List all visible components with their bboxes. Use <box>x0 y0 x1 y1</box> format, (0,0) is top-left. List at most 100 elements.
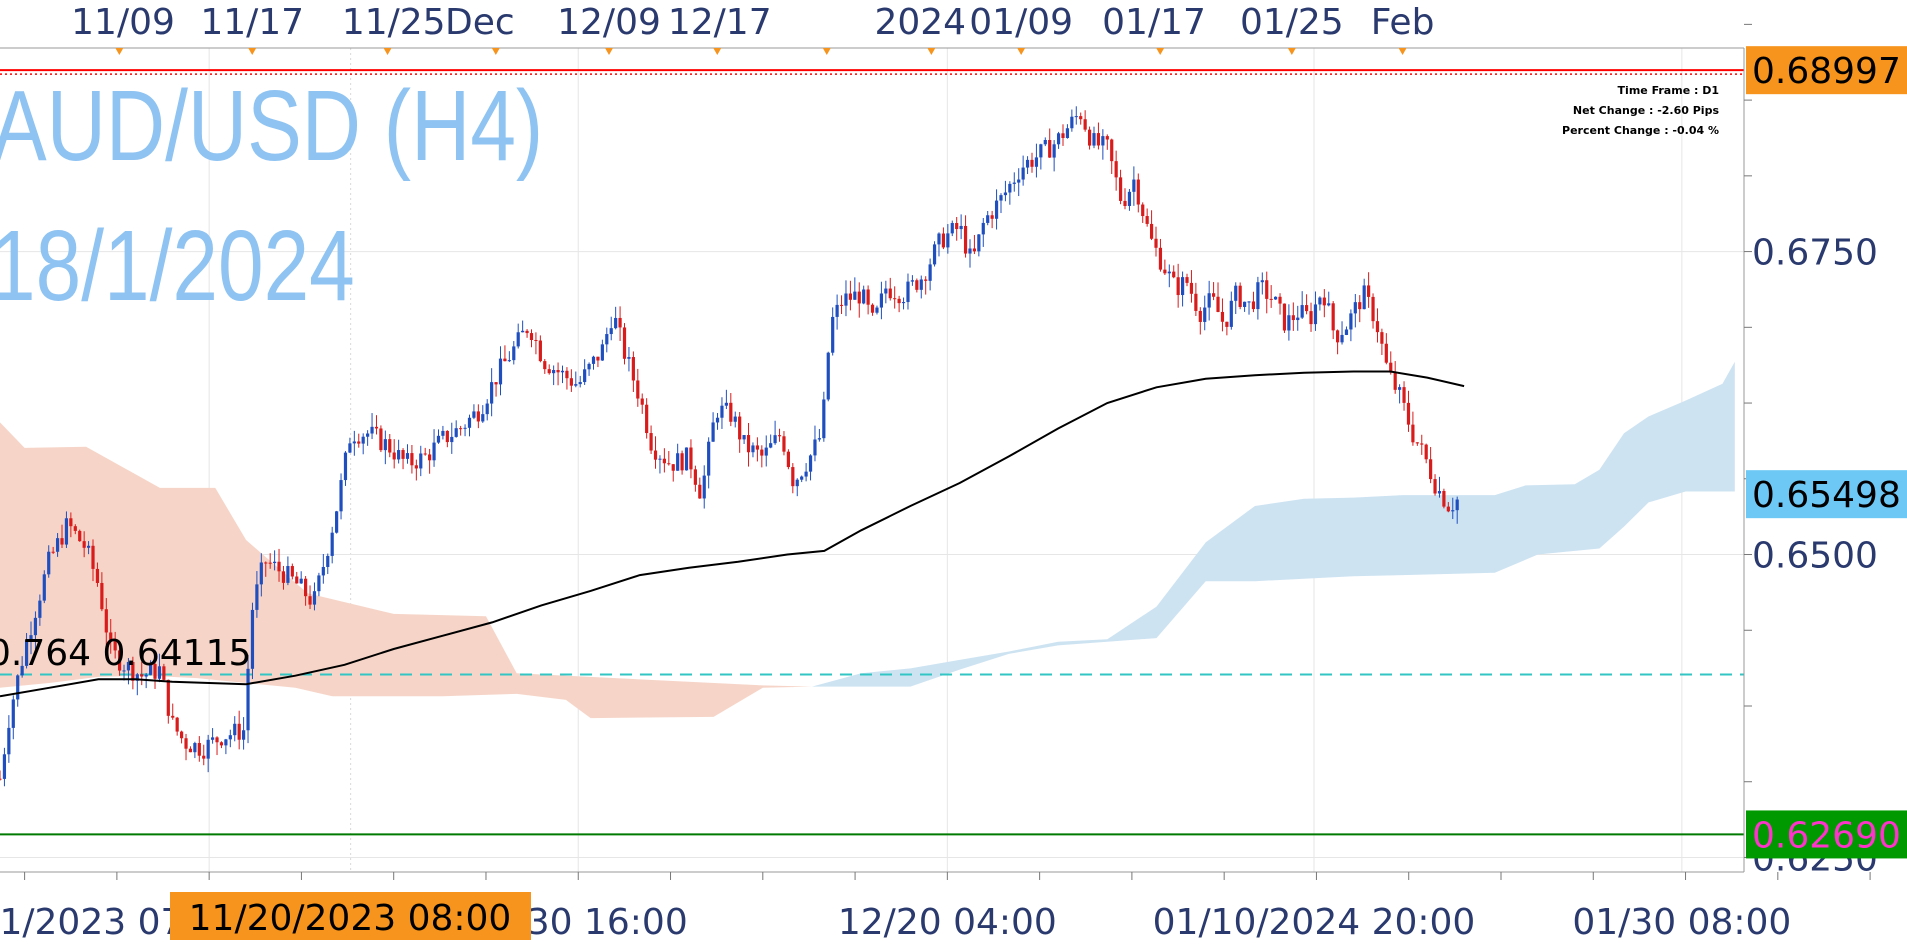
top-axis-marker-6 <box>822 48 831 55</box>
candle-body-109 <box>481 414 485 422</box>
candle-body-230 <box>1017 179 1021 183</box>
candle-body-28 <box>122 670 126 672</box>
top-axis-label-4: 12/09 <box>557 2 661 43</box>
candle-body-55 <box>242 730 246 740</box>
candle-body-248 <box>1096 133 1101 146</box>
candle-body-238 <box>1052 144 1056 158</box>
candle-body-305 <box>1349 313 1353 330</box>
candle-body-223 <box>986 215 990 223</box>
candle-body-81 <box>357 441 361 444</box>
candle-body-290 <box>1282 303 1287 331</box>
candle-body-299 <box>1322 297 1326 306</box>
candle-body-104 <box>459 428 463 430</box>
candle-body-176 <box>777 435 782 437</box>
candle-body-289 <box>1278 296 1282 304</box>
candle-body-204 <box>901 302 906 304</box>
candle-body-154 <box>680 453 684 471</box>
candle-body-62 <box>273 561 277 564</box>
candle-body-222 <box>981 222 985 235</box>
candle-body-296 <box>1309 311 1313 325</box>
candle-body-58 <box>255 584 259 610</box>
candle-body-275 <box>1216 296 1220 312</box>
candle-body-122 <box>538 340 542 362</box>
candle-body-302 <box>1336 330 1340 343</box>
candle-body-113 <box>498 358 503 385</box>
candle-body-56 <box>246 668 250 731</box>
candle-body-54 <box>237 723 241 740</box>
candle-body-105 <box>463 427 467 429</box>
candle-body-269 <box>1189 282 1194 294</box>
crosshair-time-tag[interactable]: 11/20/2023 08:00 <box>170 892 531 940</box>
bearish-cloud-area <box>0 422 812 719</box>
symbol-title: AUD/USD (H4) <box>0 70 543 182</box>
candle-body-207 <box>915 280 919 290</box>
candle-body-244 <box>1079 116 1083 120</box>
candle-body-103 <box>454 428 458 437</box>
candle-body-229 <box>1012 182 1016 184</box>
horizontal-levels <box>0 69 1744 836</box>
candle-body-236 <box>1043 139 1047 145</box>
candle-body-101 <box>445 430 449 443</box>
candle-body-82 <box>361 436 365 444</box>
candle-body-182 <box>804 471 808 477</box>
candle-body-307 <box>1358 302 1362 310</box>
candle-body-91 <box>401 450 405 459</box>
candle-body-186 <box>822 399 826 439</box>
candle-body-21 <box>91 545 95 569</box>
candle-body-271 <box>1198 310 1202 322</box>
candle-body-32 <box>140 674 144 677</box>
candle-body-147 <box>649 433 653 451</box>
top-axis-marker-5 <box>713 48 722 55</box>
candle-body-263 <box>1163 269 1167 274</box>
candle-body-61 <box>268 562 272 564</box>
candle-body-160 <box>707 441 711 476</box>
candle-body-295 <box>1305 305 1309 312</box>
candle-body-252 <box>1114 161 1118 178</box>
candle-body-26 <box>113 641 117 651</box>
candle-body-5 <box>20 665 24 676</box>
candle-body-53 <box>233 723 237 736</box>
candle-body-85 <box>374 426 379 429</box>
candle-body-63 <box>277 561 281 572</box>
candle-body-170 <box>751 445 755 453</box>
price-tag-label-2: 0.62690 <box>1752 815 1901 856</box>
candle-body-158 <box>698 484 702 499</box>
candle-body-67 <box>295 576 299 584</box>
moving-average-line <box>0 370 1465 698</box>
candle-body-131 <box>578 382 582 385</box>
candle-body-72 <box>317 575 321 592</box>
candle-body-78 <box>343 452 348 481</box>
candle-body-253 <box>1118 177 1123 201</box>
candle-body-185 <box>817 438 821 440</box>
candle-body-164 <box>724 402 728 406</box>
candle-body-270 <box>1194 293 1198 311</box>
candle-body-329 <box>1455 499 1459 511</box>
candle-body-38 <box>166 679 170 716</box>
candle-body-149 <box>658 458 662 460</box>
candle-body-4 <box>16 675 20 700</box>
candle-body-175 <box>773 435 777 444</box>
candle-body-281 <box>1242 301 1247 307</box>
candle-body-268 <box>1185 277 1189 283</box>
candle-body-188 <box>831 316 835 353</box>
candle-body-9 <box>38 600 42 618</box>
candle-body-257 <box>1136 179 1140 205</box>
candle-body-64 <box>281 571 286 583</box>
candle-body-35 <box>153 664 157 679</box>
candle-body-150 <box>662 458 666 464</box>
candle-body-239 <box>1056 133 1061 145</box>
info-timeframe: Time Frame : D1 <box>1618 84 1719 97</box>
candle-body-162 <box>715 417 720 423</box>
candle-body-196 <box>866 289 870 305</box>
candle-body-108 <box>476 411 480 422</box>
candle-body-224 <box>990 215 994 219</box>
candle-body-97 <box>428 454 432 461</box>
candle-body-157 <box>693 469 697 485</box>
candle-body-217 <box>959 225 963 230</box>
candle-body-168 <box>742 435 746 440</box>
candle-body-136 <box>600 344 604 361</box>
price-tag-label-0: 0.68997 <box>1752 51 1901 92</box>
candle-body-43 <box>188 748 193 753</box>
top-axis-label-9: 01/25 <box>1240 2 1344 43</box>
